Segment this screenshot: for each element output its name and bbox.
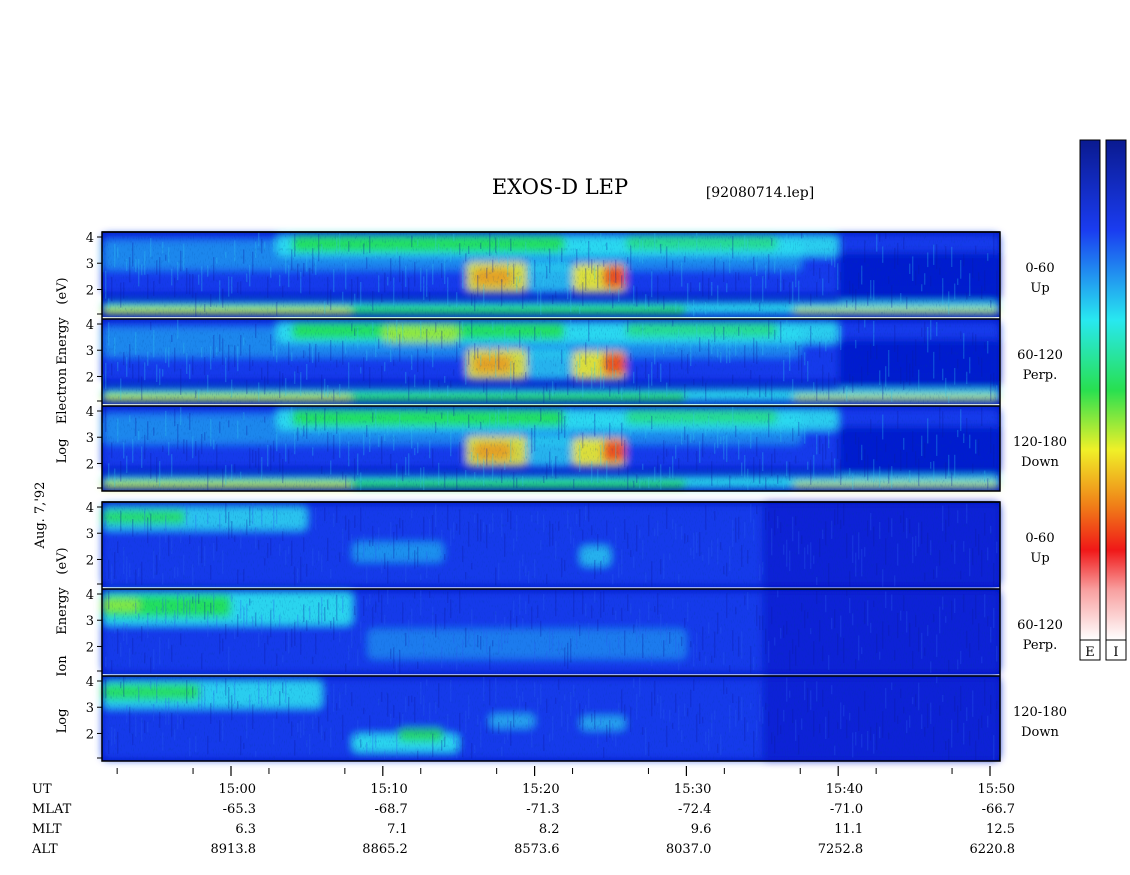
y-tick-label: 3: [86, 527, 94, 542]
panel-direction-label: Up: [1030, 281, 1049, 296]
panel-direction-label: Down: [1021, 455, 1059, 470]
colorbar-e-box: [1079, 639, 1101, 661]
y-tick-label: 2: [86, 370, 94, 385]
panel-angle-label: 0-60: [1025, 261, 1054, 276]
group-ylabel-word: Ion: [55, 655, 70, 677]
group-ylabel-word: Log: [55, 709, 70, 734]
x-row-label: MLAT: [32, 802, 72, 817]
y-tick-label: 2: [86, 640, 94, 655]
x-tick-time: 15:50: [978, 782, 1015, 797]
date-label: Aug. 7,'92: [33, 482, 48, 550]
y-tick-label: 4: [86, 588, 94, 603]
group-ylabel-word: Electron: [55, 367, 70, 424]
y-tick-label: 3: [86, 431, 94, 446]
panel-angle-label: 60-120: [1017, 618, 1063, 633]
colorbar-i: [1105, 139, 1127, 641]
x-tick-mlat: -68.7: [374, 802, 407, 817]
x-tick-alt: 8913.8: [211, 842, 257, 857]
y-tick-label: 2: [86, 553, 94, 568]
x-tick-alt: 8573.6: [514, 842, 560, 857]
group-ylabel-word: Energy: [55, 317, 70, 365]
x-tick-mlt: 7.1: [387, 822, 408, 837]
x-tick-mlat: -72.4: [678, 802, 711, 817]
x-row-label: ALT: [31, 842, 58, 857]
y-tick-label: 3: [86, 614, 94, 629]
x-tick-time: 15:10: [370, 782, 407, 797]
chart-title: EXOS-D LEP: [491, 175, 629, 199]
x-tick-time: 15:40: [826, 782, 863, 797]
group-ylabel-word: Energy: [55, 587, 70, 635]
spectrogram-panel-3: [102, 405, 1001, 491]
x-tick-mlt: 11.1: [834, 822, 863, 837]
group-ylabel-word: (eV): [55, 277, 70, 304]
panel-angle-label: 120-180: [1013, 705, 1067, 720]
colorbar-i-label: I: [1113, 645, 1118, 660]
x-tick-alt: 8865.2: [362, 842, 408, 857]
panel-angle-label: 120-180: [1013, 435, 1067, 450]
panel-direction-label: Down: [1021, 725, 1059, 740]
x-tick-alt: 7252.8: [818, 842, 864, 857]
x-row-label: MLT: [32, 822, 62, 837]
file-id: [92080714.lep]: [705, 185, 815, 201]
y-tick-label: 4: [86, 318, 94, 333]
x-tick-alt: 8037.0: [666, 842, 712, 857]
colorbar-e-label: E: [1085, 645, 1095, 660]
colorbar-i-box: [1105, 639, 1127, 661]
spectrogram-panel-4: [102, 501, 1001, 587]
x-tick-mlat: -65.3: [223, 802, 256, 817]
spectrogram-panel-1: [102, 231, 1001, 317]
x-tick-time: 15:00: [219, 782, 256, 797]
x-tick-mlt: 6.3: [235, 822, 256, 837]
y-tick-label: 3: [86, 701, 94, 716]
spectrogram-panel-2: [102, 318, 1001, 404]
ion-frame: [101, 501, 1001, 762]
y-tick-label: 2: [86, 283, 94, 298]
x-tick-mlt: 9.6: [691, 822, 712, 837]
x-tick-time: 15:20: [522, 782, 559, 797]
x-tick-mlt: 8.2: [539, 822, 560, 837]
x-tick-mlat: -66.7: [982, 802, 1015, 817]
x-tick-mlat: -71.3: [526, 802, 559, 817]
panel-angle-label: 60-120: [1017, 348, 1063, 363]
y-tick-label: 3: [86, 257, 94, 272]
y-tick-label: 4: [86, 675, 94, 690]
colorbar-e: [1079, 139, 1101, 641]
y-tick-label: 4: [86, 405, 94, 420]
x-tick-mlt: 12.5: [986, 822, 1015, 837]
panel-direction-label: Perp.: [1023, 638, 1058, 653]
spectrogram-panel-5: [102, 588, 1001, 674]
spectrogram-panel-6: [102, 675, 1001, 761]
y-tick-label: 4: [86, 231, 94, 246]
x-tick-mlat: -71.0: [830, 802, 863, 817]
x-tick-time: 15:30: [674, 782, 711, 797]
x-row-label: UT: [32, 782, 52, 797]
electron-frame: [101, 231, 1001, 492]
y-tick-label: 2: [86, 457, 94, 472]
panel-direction-label: Up: [1030, 551, 1049, 566]
y-tick-label: 2: [86, 727, 94, 742]
group-ylabel-word: Log: [55, 439, 70, 464]
y-tick-label: 3: [86, 344, 94, 359]
panel-angle-label: 0-60: [1025, 531, 1054, 546]
x-tick-alt: 6220.8: [970, 842, 1016, 857]
panel-direction-label: Perp.: [1023, 368, 1058, 383]
group-ylabel-word: (eV): [55, 547, 70, 574]
y-tick-label: 4: [86, 501, 94, 516]
